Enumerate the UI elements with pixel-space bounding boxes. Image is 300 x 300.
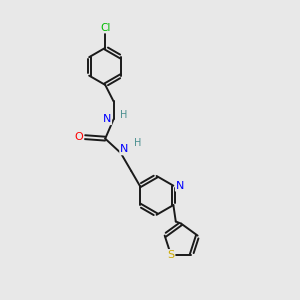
Text: N: N (103, 114, 111, 124)
Text: N: N (176, 181, 184, 191)
Text: O: O (75, 132, 83, 142)
Text: H: H (120, 110, 127, 120)
Text: Cl: Cl (100, 22, 110, 33)
Text: S: S (167, 250, 175, 260)
Text: H: H (134, 138, 142, 148)
Text: N: N (120, 144, 128, 154)
